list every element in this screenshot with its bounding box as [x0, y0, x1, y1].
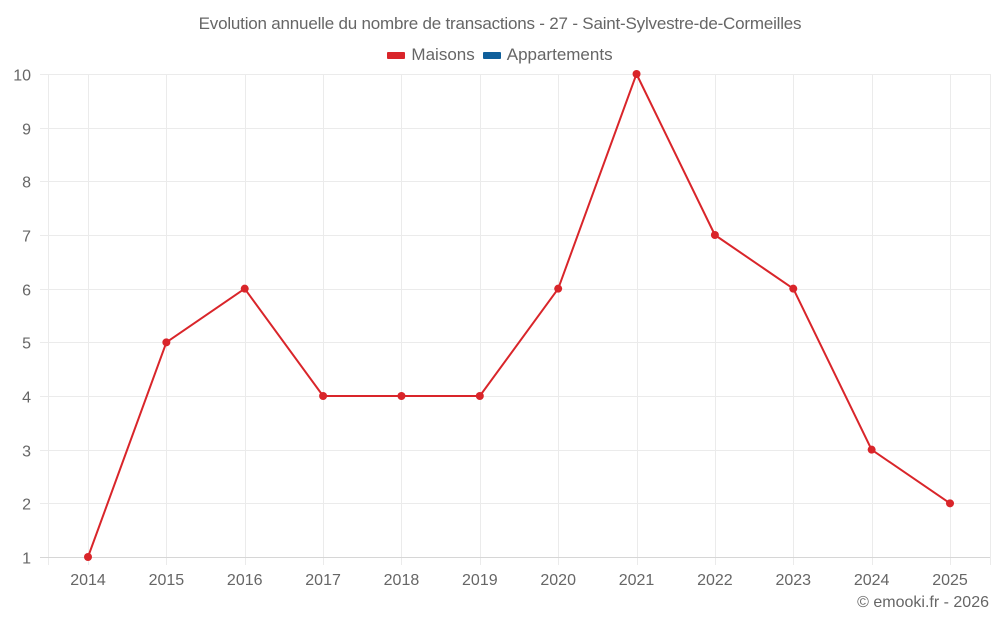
x-tick-label: 2025 — [932, 572, 968, 589]
legend-label-maisons: Maisons — [411, 45, 475, 64]
series-line — [87, 73, 951, 558]
chart-legend: Maisons Appartements — [0, 45, 1000, 65]
legend-swatch-appartements-icon — [482, 51, 501, 59]
x-tick-label: 2020 — [540, 572, 576, 589]
data-point-marker[interactable] — [84, 553, 92, 561]
y-tick-label: 8 — [22, 175, 31, 192]
data-point-marker[interactable] — [319, 392, 328, 400]
data-point-marker[interactable] — [946, 499, 954, 508]
x-tick-label: 2023 — [775, 572, 811, 589]
x-axis: 2014 2015 2016 2017 2018 2019 2020 2021 2022 2023… — [40, 557, 990, 589]
data-point-marker[interactable] — [240, 284, 249, 293]
x-tick-label: 2016 — [227, 572, 263, 589]
data-point-marker[interactable] — [789, 284, 798, 293]
chart-title: Evolution annuelle du nombre de transact… — [198, 14, 802, 33]
x-tick-label: 2015 — [149, 572, 185, 589]
y-tick-label: 7 — [22, 229, 31, 246]
chart-grid — [40, 74, 991, 565]
y-tick-label: 6 — [22, 283, 31, 300]
data-point-marker[interactable] — [710, 231, 719, 239]
series-maisons — [84, 70, 954, 561]
y-tick-label: 5 — [22, 336, 31, 353]
y-tick-label: 4 — [22, 390, 31, 407]
data-point-marker[interactable] — [162, 338, 171, 347]
y-tick-label: 10 — [13, 68, 31, 85]
data-point-marker[interactable] — [554, 284, 563, 293]
y-tick-label: 1 — [22, 551, 31, 568]
x-tick-label: 2017 — [305, 572, 341, 589]
copyright-credit: © emooki.fr - 2026 — [857, 594, 989, 611]
y-tick-label: 2 — [22, 497, 31, 514]
x-tick-label: 2014 — [70, 572, 106, 589]
data-point-marker[interactable] — [475, 392, 484, 400]
x-tick-label: 2018 — [384, 572, 420, 589]
x-tick-label: 2024 — [854, 572, 890, 589]
data-point-marker[interactable] — [397, 392, 406, 400]
data-point-marker[interactable] — [632, 70, 641, 78]
data-point-marker[interactable] — [867, 445, 876, 454]
legend-swatch-maisons-icon — [387, 51, 406, 59]
x-tick-label: 2019 — [462, 572, 498, 589]
x-tick-label: 2022 — [697, 572, 733, 589]
y-axis: 1 2 3 4 5 6 7 8 9 10 — [13, 68, 31, 568]
legend-label-appartements: Appartements — [506, 45, 613, 64]
y-tick-label: 3 — [22, 444, 31, 461]
legend-item-appartements[interactable]: Appartements — [482, 45, 613, 65]
y-tick-label: 9 — [22, 122, 31, 139]
x-tick-label: 2021 — [619, 572, 655, 589]
legend-item-maisons[interactable]: Maisons — [387, 45, 475, 65]
